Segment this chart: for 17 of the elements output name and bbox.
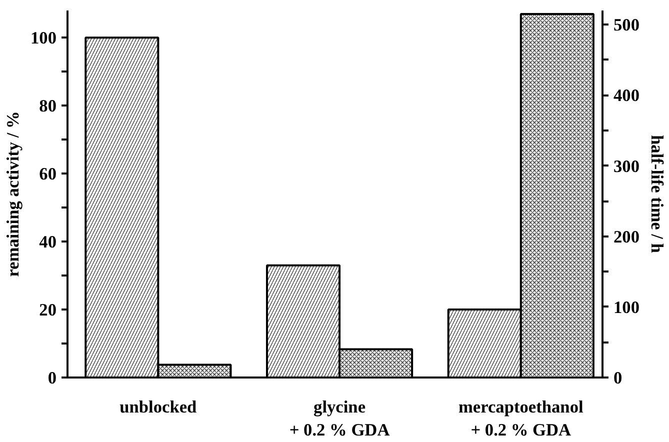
- y-tick-label: 80: [39, 96, 56, 116]
- y-tick-label: 20: [39, 300, 56, 320]
- x-tick-label: mercaptoethanol + 0.2 % GDA: [458, 398, 584, 440]
- y-tick-label: 0: [48, 368, 57, 388]
- y-tick-label: 60: [39, 164, 56, 184]
- y2-tick-label: 0: [614, 368, 622, 388]
- y2-tick-label: 100: [614, 298, 640, 317]
- y2-tick-label: 200: [614, 227, 640, 246]
- y-axis-title: remaining activity / %: [4, 111, 23, 277]
- y2-tick-label: 300: [614, 156, 640, 176]
- x-tick-label: unblocked: [120, 398, 198, 416]
- y2-tick-label: 500: [614, 16, 640, 35]
- x-tick-label: glycine + 0.2 % GDA: [289, 398, 390, 440]
- y2-axis-title: half-life time / h: [647, 135, 666, 254]
- y2-tick-label: 400: [614, 86, 640, 106]
- y-tick-label: 40: [39, 232, 56, 252]
- y-tick-label: 100: [30, 28, 57, 48]
